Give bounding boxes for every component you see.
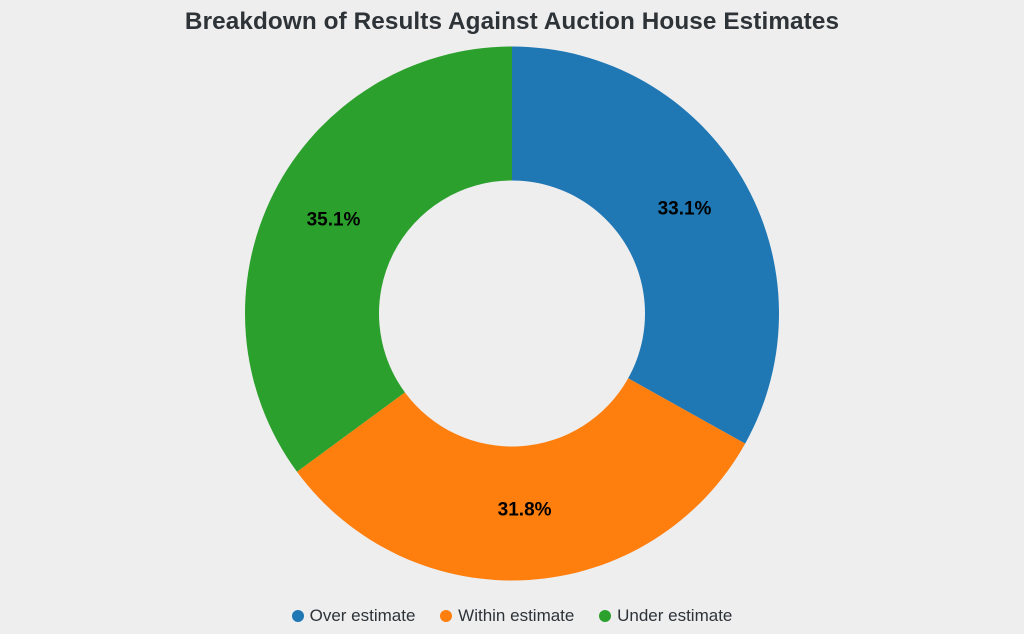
svg-text:33.1%: 33.1%	[658, 199, 712, 220]
svg-text:31.8%: 31.8%	[498, 500, 552, 521]
svg-text:35.1%: 35.1%	[307, 210, 361, 231]
